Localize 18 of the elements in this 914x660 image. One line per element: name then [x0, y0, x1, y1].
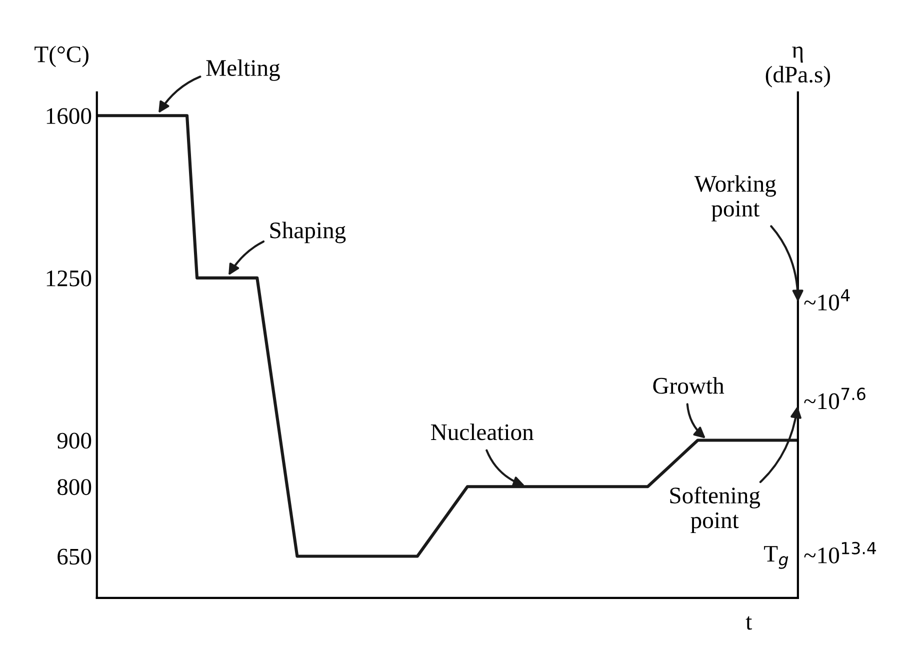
x-axis-title: t	[746, 616, 752, 630]
text: Melting	[206, 59, 280, 81]
annotation: Working point	[694, 175, 776, 222]
annotation: Nucleation	[430, 424, 534, 440]
text: ~10$^{4}$	[804, 289, 850, 311]
annotation: Shaping	[270, 222, 346, 244]
text: ~10$^{13.4}$	[804, 542, 876, 564]
y-tick-label: 800	[58, 479, 92, 496]
y-tick-label: 1600	[46, 108, 92, 124]
y-tick-label: 900	[57, 432, 92, 449]
y-tick-label: 1250	[46, 270, 92, 286]
annotation: T$_{g}$	[764, 546, 788, 569]
y-axis-title: T(°C)	[34, 46, 88, 68]
annotation: Growth	[653, 377, 724, 394]
y2-axis-title: η (dPa.s)	[766, 46, 830, 88]
annotation: Softening point	[670, 486, 760, 534]
y-tick-label: 650	[58, 548, 92, 565]
text: ~10$^{7.6}$	[804, 388, 866, 410]
